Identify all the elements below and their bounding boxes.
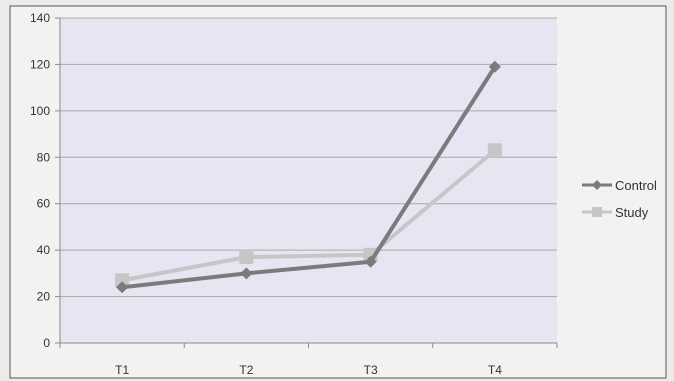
series-line-control xyxy=(121,65,497,290)
data-point-control-t3 xyxy=(364,255,377,268)
data-point-control-t1 xyxy=(116,281,129,294)
legend-marker-control xyxy=(592,180,602,190)
series-line-study xyxy=(121,148,497,283)
legend-label-study: Study xyxy=(615,205,649,220)
legend-marker-study xyxy=(592,207,602,217)
legend-label-control: Control xyxy=(615,178,657,193)
x-tick-label-t4: T4 xyxy=(488,363,502,377)
y-tick-label-20: 20 xyxy=(37,290,51,304)
x-tick-label-t1: T1 xyxy=(115,363,129,377)
x-tick-label-t3: T3 xyxy=(364,363,378,377)
legend: Control Study xyxy=(582,178,657,220)
y-tick-label-140: 140 xyxy=(30,11,50,25)
data-point-control-t4 xyxy=(488,60,501,73)
y-tick-label-120: 120 xyxy=(30,57,50,71)
data-point-control-t2 xyxy=(240,267,253,280)
x-tick-label-t2: T2 xyxy=(239,363,253,377)
data-point-study-t2 xyxy=(239,250,254,265)
gridlines xyxy=(60,17,557,298)
series-lines xyxy=(115,60,502,294)
y-tick-label-60: 60 xyxy=(37,197,51,211)
y-tick-label-0: 0 xyxy=(43,336,50,350)
data-point-study-t1 xyxy=(115,273,130,288)
plot-area xyxy=(60,18,557,343)
y-axis-ticks: 0 20 40 60 80 100 120 140 xyxy=(30,11,60,350)
y-tick-label-40: 40 xyxy=(37,243,51,257)
y-tick-label-100: 100 xyxy=(30,104,50,118)
x-axis-ticks: T1 T2 T3 T4 xyxy=(59,343,558,377)
data-point-study-t4 xyxy=(487,143,502,158)
y-tick-label-80: 80 xyxy=(37,150,51,164)
